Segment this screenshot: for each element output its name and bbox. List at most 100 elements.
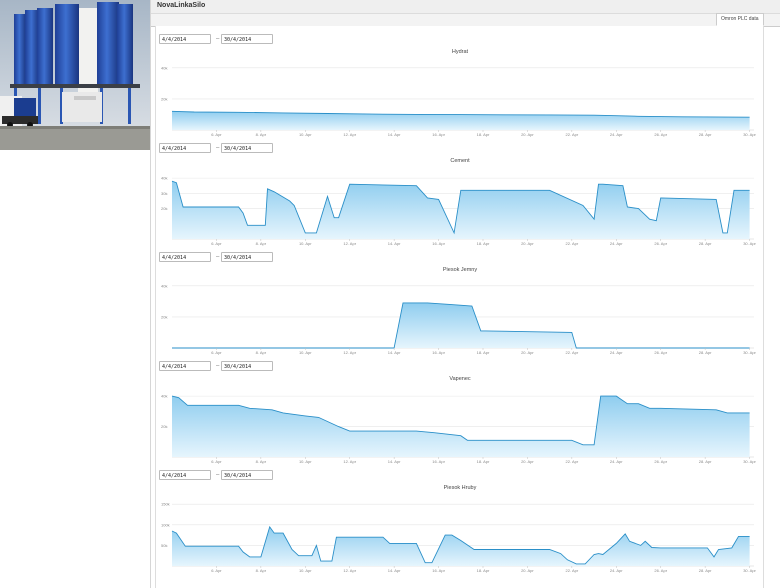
- x-tick-label: 14. Apr: [388, 241, 401, 246]
- date-to-input[interactable]: 30/4/2014: [221, 34, 273, 44]
- x-tick-label: 6. Apr: [211, 459, 222, 464]
- date-from-input[interactable]: 4/4/2014: [159, 143, 211, 153]
- date-to-input[interactable]: 30/4/2014: [221, 252, 273, 262]
- series-line[interactable]: [171, 525, 750, 565]
- x-tick-label: 16. Apr: [432, 241, 445, 246]
- x-tick-label: 30. Apr: [743, 459, 756, 464]
- x-tick-label: 16. Apr: [432, 132, 445, 137]
- series-line[interactable]: [172, 302, 750, 349]
- x-tick-label: 26. Apr: [654, 350, 667, 355]
- x-tick-label: 28. Apr: [699, 459, 712, 464]
- x-tick-label: 20. Apr: [521, 241, 534, 246]
- y-tick-label: 20k: [161, 96, 167, 101]
- page-title: NovaLinkaSilo: [157, 2, 206, 9]
- date-to-input[interactable]: 30/4/2014: [221, 470, 273, 480]
- date-to-input[interactable]: 30/4/2014: [221, 361, 273, 371]
- tab-omron-plc-data[interactable]: Omron PLC data: [716, 13, 764, 26]
- x-tick-label: 14. Apr: [388, 459, 401, 464]
- y-tick-label: 20k: [161, 206, 167, 211]
- x-tick-label: 12. Apr: [343, 459, 356, 464]
- x-tick-label: 6. Apr: [211, 568, 222, 573]
- range-separator: –: [216, 36, 220, 42]
- x-tick-label: 30. Apr: [743, 132, 756, 137]
- x-tick-label: 28. Apr: [699, 568, 712, 573]
- y-tick-label: 40k: [161, 176, 167, 181]
- x-tick-label: 16. Apr: [432, 459, 445, 464]
- y-tick-label: 150k: [161, 502, 170, 507]
- x-tick-label: 14. Apr: [388, 132, 401, 137]
- x-tick-label: 14. Apr: [388, 568, 401, 573]
- date-to-input[interactable]: 30/4/2014: [221, 143, 273, 153]
- x-tick-label: 12. Apr: [343, 568, 356, 573]
- x-tick-label: 12. Apr: [343, 132, 356, 137]
- x-tick-label: 22. Apr: [566, 568, 579, 573]
- x-tick-label: 26. Apr: [654, 132, 667, 137]
- series-line[interactable]: [171, 110, 750, 118]
- x-tick-label: 30. Apr: [743, 568, 756, 573]
- x-tick-label: 26. Apr: [654, 241, 667, 246]
- x-tick-label: 10. Apr: [299, 568, 312, 573]
- x-tick-label: 12. Apr: [343, 241, 356, 246]
- x-tick-label: 22. Apr: [566, 132, 579, 137]
- top-bar: [151, 0, 780, 14]
- x-tick-label: 24. Apr: [610, 459, 623, 464]
- x-tick-label: 20. Apr: [521, 568, 534, 573]
- date-from-input[interactable]: 4/4/2014: [159, 470, 211, 480]
- x-tick-label: 16. Apr: [432, 350, 445, 355]
- y-tick-label: 40k: [161, 394, 167, 399]
- x-tick-label: 22. Apr: [566, 350, 579, 355]
- x-tick-label: 26. Apr: [654, 568, 667, 573]
- silo-photo-icon: [0, 0, 150, 150]
- x-tick-label: 20. Apr: [521, 459, 534, 464]
- x-tick-label: 18. Apr: [477, 459, 490, 464]
- date-from-input[interactable]: 4/4/2014: [159, 361, 211, 371]
- x-tick-label: 6. Apr: [211, 241, 222, 246]
- x-tick-label: 28. Apr: [699, 350, 712, 355]
- x-tick-label: 6. Apr: [211, 132, 222, 137]
- x-tick-label: 24. Apr: [610, 241, 623, 246]
- x-tick-label: 28. Apr: [699, 132, 712, 137]
- range-separator: –: [216, 363, 220, 369]
- y-tick-label: 20k: [161, 424, 167, 429]
- x-tick-label: 24. Apr: [610, 132, 623, 137]
- sidebar-divider: [150, 0, 151, 588]
- x-tick-label: 8. Apr: [256, 241, 267, 246]
- chart-cement: 40k 30k 20k 6. Apr 8. Apr 10. Apr 12. Apr 14. A…: [161, 176, 757, 246]
- x-tick-label: 16. Apr: [432, 568, 445, 573]
- series-line[interactable]: [171, 180, 750, 235]
- x-tick-label: 18. Apr: [477, 132, 490, 137]
- x-tick-label: 10. Apr: [299, 350, 312, 355]
- x-tick-label: 26. Apr: [654, 459, 667, 464]
- series-area: [172, 181, 750, 239]
- x-tick-label: 18. Apr: [477, 241, 490, 246]
- date-from-input[interactable]: 4/4/2014: [159, 34, 211, 44]
- x-tick-label: 8. Apr: [256, 459, 267, 464]
- y-tick-label: 20k: [161, 314, 167, 319]
- y-tick-label: 40k: [161, 65, 167, 70]
- x-tick-label: 22. Apr: [566, 241, 579, 246]
- chart-piesok-hruby: 150k 100k 50k 6. Apr 8. Apr 10. Apr 12. Apr 14.…: [161, 502, 757, 573]
- x-tick-label: 8. Apr: [256, 350, 267, 355]
- silo-photo: [0, 0, 150, 150]
- x-tick-label: 22. Apr: [566, 459, 579, 464]
- series-area: [172, 111, 750, 130]
- x-tick-label: 24. Apr: [610, 568, 623, 573]
- x-tick-label: 10. Apr: [299, 459, 312, 464]
- chart-title: Vapenec: [449, 376, 471, 382]
- x-tick-label: 20. Apr: [521, 132, 534, 137]
- x-tick-label: 10. Apr: [299, 132, 312, 137]
- range-separator: –: [216, 145, 220, 151]
- x-tick-label: 8. Apr: [256, 132, 267, 137]
- date-from-input[interactable]: 4/4/2014: [159, 252, 211, 262]
- x-tick-label: 24. Apr: [610, 350, 623, 355]
- x-tick-label: 10. Apr: [299, 241, 312, 246]
- x-tick-label: 28. Apr: [699, 241, 712, 246]
- series-area: [172, 302, 750, 348]
- x-tick-label: 30. Apr: [743, 241, 756, 246]
- x-tick-label: 20. Apr: [521, 350, 534, 355]
- series-line[interactable]: [171, 395, 750, 446]
- series-area: [172, 396, 750, 457]
- y-tick-label: 50k: [161, 543, 167, 548]
- chart-title: Hydrat: [451, 49, 469, 55]
- chart-title: Piesok Hruby: [443, 485, 477, 491]
